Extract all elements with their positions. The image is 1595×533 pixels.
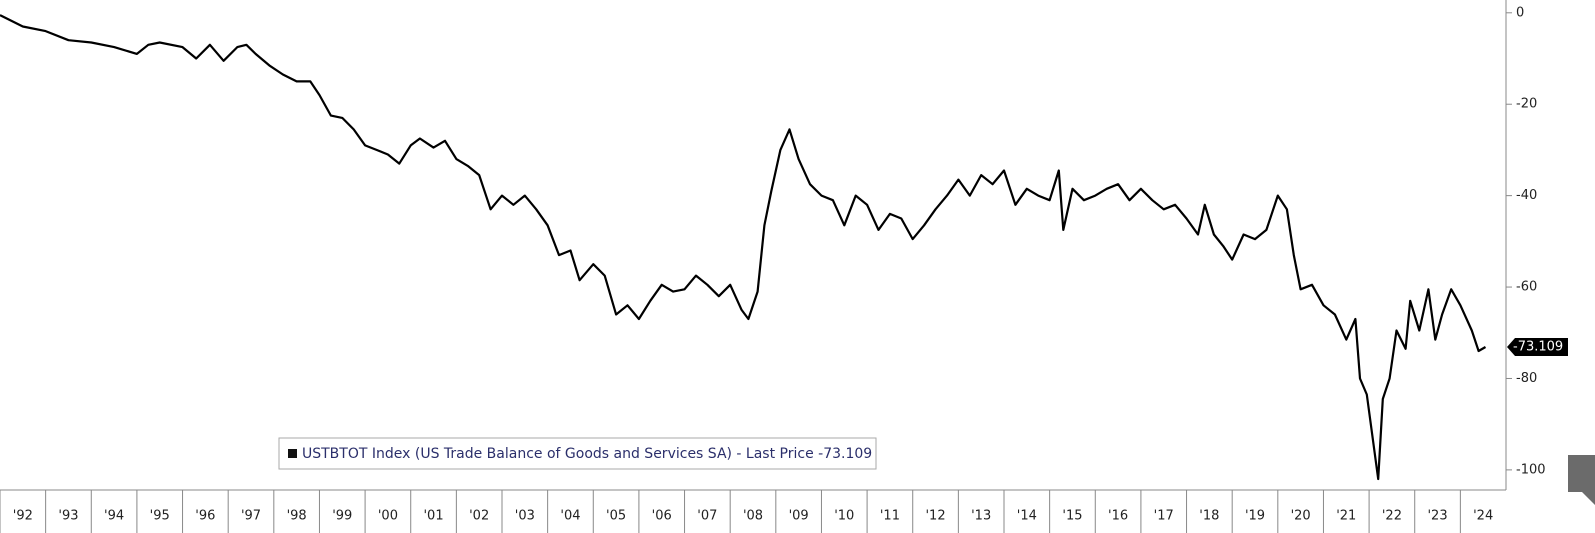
x-tick-label: '10 [834, 509, 854, 524]
x-tick-label: '05 [606, 509, 626, 524]
y-tick-label: -100 [1516, 462, 1546, 477]
last-value-tag [1507, 337, 1568, 356]
x-tick-label: '02 [469, 509, 489, 524]
x-tick-label: '08 [743, 509, 763, 524]
x-tick-label: '19 [1245, 509, 1265, 524]
x-tick-label: '12 [925, 509, 945, 524]
x-tick-label: '06 [652, 509, 672, 524]
x-tick-label: '17 [1154, 509, 1174, 524]
x-tick-label: '09 [789, 509, 809, 524]
y-tick-label: -40 [1516, 188, 1537, 203]
x-tick-label: '04 [560, 509, 580, 524]
x-tick-label: '97 [241, 509, 261, 524]
panel-tab [1568, 455, 1595, 505]
x-tick-label: '03 [515, 509, 535, 524]
legend-label: USTBTOT Index (US Trade Balance of Goods… [302, 446, 872, 462]
x-tick-label: '21 [1336, 509, 1356, 524]
y-tick-label: -80 [1516, 371, 1537, 386]
x-tick-label: '24 [1473, 509, 1493, 524]
x-tick-label: '95 [150, 509, 170, 524]
x-tick-label: '94 [104, 509, 124, 524]
x-tick-label: '01 [423, 509, 443, 524]
x-tick-label: '96 [195, 509, 215, 524]
x-tick-label: '15 [1062, 509, 1082, 524]
x-tick-label: '07 [697, 509, 717, 524]
last-value-label: -73.109 [1513, 339, 1563, 354]
x-tick-label: '92 [13, 509, 33, 524]
legend-swatch [288, 449, 297, 458]
x-tick-label: '18 [1199, 509, 1219, 524]
x-tick-label: '14 [1017, 509, 1037, 524]
y-tick-label: -60 [1516, 280, 1537, 295]
x-tick-label: '22 [1382, 509, 1402, 524]
x-tick-label: '20 [1291, 509, 1311, 524]
x-tick-label: '13 [971, 509, 991, 524]
x-tick-label: '93 [58, 509, 78, 524]
x-tick-label: '00 [378, 509, 398, 524]
y-tick-label: 0 [1516, 5, 1524, 20]
legend [278, 437, 877, 470]
x-tick-label: '11 [880, 509, 900, 524]
y-tick-label: -20 [1516, 97, 1537, 112]
line-series [0, 14, 1487, 481]
x-tick-label: '99 [332, 509, 352, 524]
x-tick-label: '16 [1108, 509, 1128, 524]
x-tick-label: '98 [287, 509, 307, 524]
x-tick-label: '23 [1427, 509, 1447, 524]
